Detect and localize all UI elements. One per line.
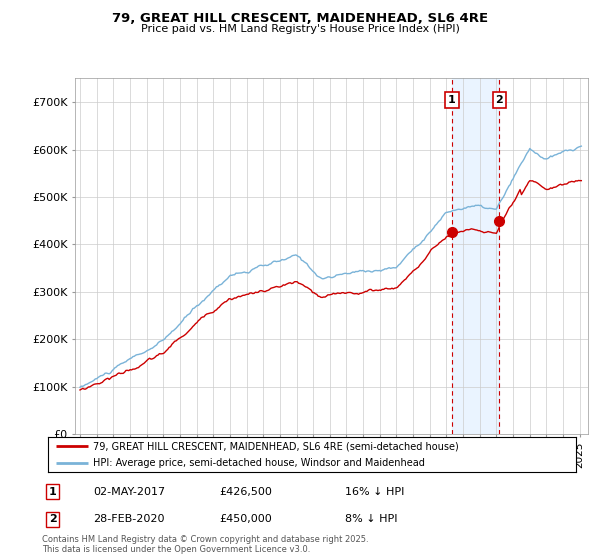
Text: 02-MAY-2017: 02-MAY-2017	[93, 487, 165, 497]
Text: 8% ↓ HPI: 8% ↓ HPI	[345, 514, 398, 524]
Text: 1: 1	[448, 95, 456, 105]
Bar	[452, 78, 499, 434]
Text: 2: 2	[496, 95, 503, 105]
Text: 28-FEB-2020: 28-FEB-2020	[93, 514, 164, 524]
Text: HPI: Average price, semi-detached house, Windsor and Maidenhead: HPI: Average price, semi-detached house,…	[93, 458, 425, 468]
Text: Contains HM Land Registry data © Crown copyright and database right 2025.
This d: Contains HM Land Registry data © Crown c…	[42, 535, 368, 554]
Text: £426,500: £426,500	[219, 487, 272, 497]
Text: 1: 1	[49, 487, 56, 497]
Text: Price paid vs. HM Land Registry's House Price Index (HPI): Price paid vs. HM Land Registry's House …	[140, 24, 460, 34]
Text: 2: 2	[49, 514, 56, 524]
Text: 79, GREAT HILL CRESCENT, MAIDENHEAD, SL6 4RE (semi-detached house): 79, GREAT HILL CRESCENT, MAIDENHEAD, SL6…	[93, 441, 458, 451]
Text: £450,000: £450,000	[219, 514, 272, 524]
Text: 16% ↓ HPI: 16% ↓ HPI	[345, 487, 404, 497]
Text: 79, GREAT HILL CRESCENT, MAIDENHEAD, SL6 4RE: 79, GREAT HILL CRESCENT, MAIDENHEAD, SL6…	[112, 12, 488, 25]
